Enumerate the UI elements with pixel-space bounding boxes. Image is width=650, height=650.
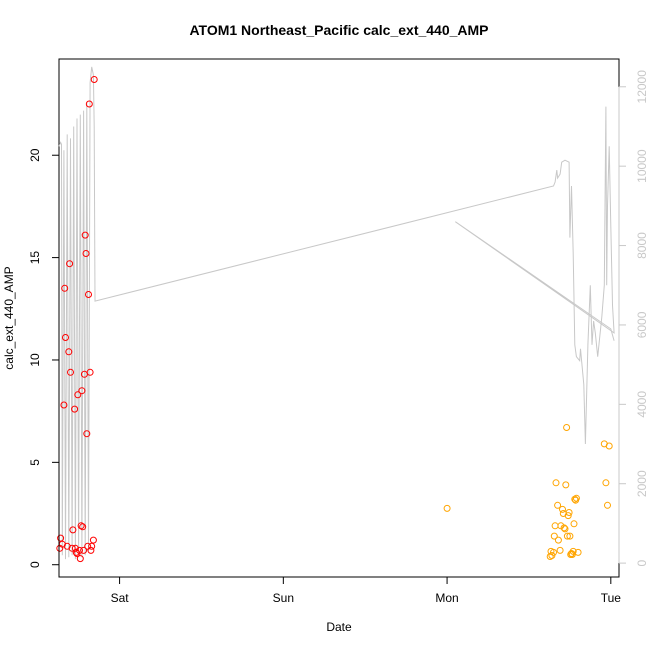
data-point-series-1 <box>77 522 85 530</box>
data-point-series-1 <box>71 405 79 413</box>
y-tick-label: 20 <box>28 148 42 162</box>
data-point-series-2 <box>550 548 557 556</box>
y-axis-label: calc_ext_440_AMP <box>2 266 16 369</box>
data-point-series-2 <box>443 504 451 512</box>
y2-tick-label: 0 <box>635 559 649 566</box>
y2-tick-label: 8000 <box>635 232 649 259</box>
data-point-series-1 <box>79 523 87 531</box>
points-layer <box>56 76 613 563</box>
data-point-series-2 <box>552 479 560 487</box>
data-point-series-2 <box>563 532 571 540</box>
y-axis-left: 0 5 10 15 20 <box>28 148 60 568</box>
x-axis: Sat Sun Mon Tue <box>111 576 622 605</box>
x-axis-label: Date <box>326 620 352 634</box>
data-point-series-1 <box>90 76 98 83</box>
data-point-series-2 <box>562 481 570 489</box>
data-point-series-2 <box>560 524 568 532</box>
background-series-line <box>58 66 615 560</box>
data-point-series-1 <box>65 348 73 356</box>
data-point-series-1 <box>78 387 86 395</box>
plot-frame <box>58 58 620 578</box>
data-point-series-2 <box>559 505 566 513</box>
data-point-series-2 <box>565 509 573 516</box>
y2-tick-label: 2000 <box>635 470 649 497</box>
data-point-series-2 <box>563 424 571 431</box>
x-tick-label: Sat <box>111 591 130 605</box>
data-point-series-2 <box>561 525 569 533</box>
data-point-series-2 <box>570 520 578 528</box>
data-point-series-1 <box>88 542 96 550</box>
data-point-series-1 <box>82 250 90 257</box>
data-point-series-2 <box>568 550 575 557</box>
data-point-series-1 <box>81 231 89 239</box>
data-point-series-2 <box>554 501 562 509</box>
data-point-series-1 <box>74 391 82 399</box>
data-point-series-1 <box>69 526 77 534</box>
y-axis-right: 0 2000 4000 6000 8000 10000 12000 <box>618 70 649 566</box>
x-tick-label: Sun <box>273 591 294 605</box>
data-point-series-2 <box>550 532 558 540</box>
y2-tick-label: 10000 <box>635 149 649 183</box>
y2-tick-label: 4000 <box>635 391 649 418</box>
y-tick-label: 10 <box>28 353 42 367</box>
data-point-series-1 <box>66 260 74 268</box>
data-point-series-1 <box>57 534 65 542</box>
y-tick-label: 0 <box>28 561 42 568</box>
x-tick-label: Mon <box>435 591 458 605</box>
y2-tick-label: 6000 <box>635 311 649 338</box>
data-point-series-1 <box>89 536 97 544</box>
data-point-series-1 <box>67 368 74 376</box>
data-point-series-2 <box>556 546 564 554</box>
data-point-series-1 <box>61 284 69 292</box>
data-point-series-2 <box>569 547 577 555</box>
data-point-series-2 <box>572 494 580 502</box>
chart-title: ATOM1 Northeast_Pacific calc_ext_440_AMP <box>189 22 488 38</box>
data-point-series-2 <box>604 501 611 509</box>
data-point-series-1 <box>76 546 83 554</box>
data-point-series-1 <box>85 100 93 108</box>
data-point-series-1 <box>60 401 68 409</box>
data-point-series-1 <box>76 555 84 563</box>
y-tick-label: 15 <box>28 251 42 265</box>
data-point-series-2 <box>571 495 579 503</box>
data-point-series-2 <box>554 536 562 544</box>
y-tick-label: 5 <box>28 459 42 466</box>
data-point-series-2 <box>605 442 613 450</box>
data-point-series-1 <box>86 368 94 376</box>
data-point-series-2 <box>551 522 559 530</box>
y2-tick-label: 12000 <box>635 70 649 104</box>
data-point-series-2 <box>574 548 582 556</box>
data-point-series-2 <box>566 532 574 540</box>
data-point-series-1 <box>83 430 91 438</box>
data-point-series-1 <box>87 546 95 554</box>
x-tick-label: Tue <box>601 591 622 605</box>
background-line-layer <box>58 66 615 560</box>
data-point-series-2 <box>602 479 610 487</box>
data-point-series-1 <box>68 544 76 552</box>
data-point-series-2 <box>564 512 572 520</box>
data-point-series-1 <box>80 546 88 554</box>
data-point-series-1 <box>85 291 92 298</box>
data-point-series-1 <box>62 334 69 341</box>
